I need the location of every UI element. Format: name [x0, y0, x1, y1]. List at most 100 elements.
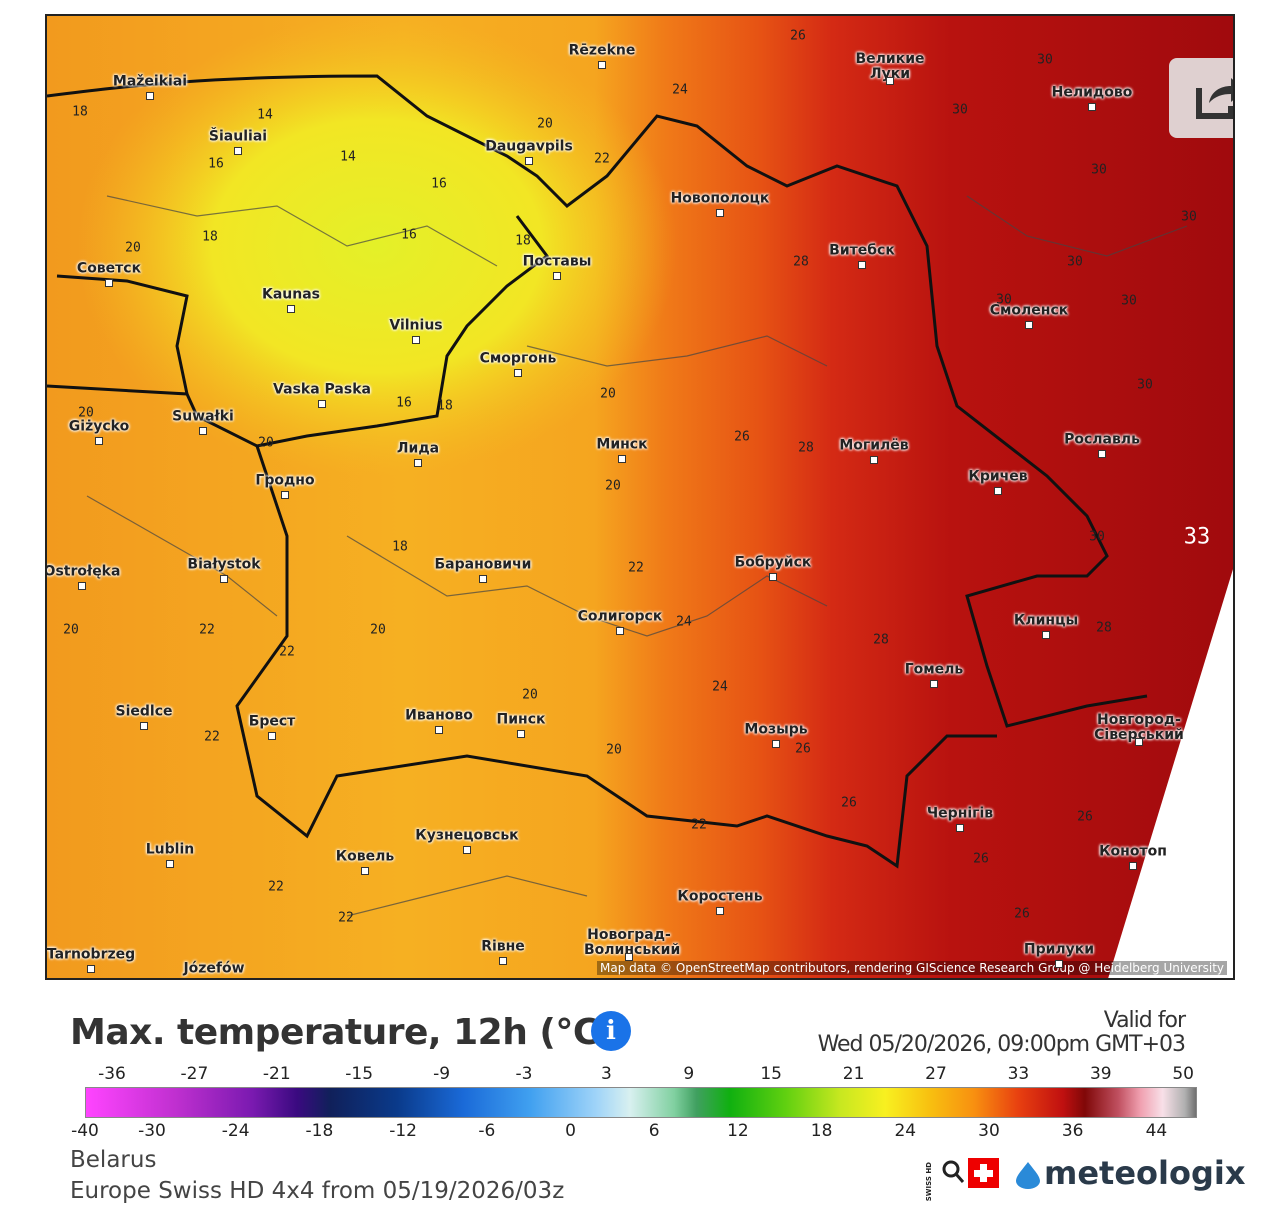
city-label: Vilnius — [389, 317, 443, 334]
info-button[interactable]: i — [591, 1011, 631, 1051]
city-marker — [281, 491, 289, 499]
brand: meteologix — [1044, 1154, 1246, 1192]
isotherm-label: 20 — [258, 435, 274, 451]
city-label: Новоград-Волинський — [584, 927, 681, 958]
city-marker — [95, 437, 103, 445]
isotherm-label: 18 — [72, 104, 88, 120]
scale-label-bottom: 44 — [1145, 1121, 1168, 1141]
isotherm-label: 20 — [370, 622, 386, 638]
model: Europe Swiss HD 4x4 from 05/19/2026/03z — [70, 1178, 565, 1204]
isotherm-label: 22 — [268, 879, 284, 895]
isotherm-label: 30 — [1137, 377, 1153, 393]
city-marker — [598, 61, 606, 69]
scale-label-bottom: 24 — [894, 1121, 917, 1141]
city-marker — [1129, 862, 1137, 870]
isotherm-label: 18 — [392, 539, 408, 555]
isotherm-label: 30 — [1089, 529, 1105, 545]
city-marker — [553, 272, 561, 280]
scale-label-top: 50 — [1172, 1064, 1195, 1084]
isotherm-label: 22 — [199, 622, 215, 638]
city-marker — [956, 824, 964, 832]
city-marker — [1042, 631, 1050, 639]
city-marker — [435, 726, 443, 734]
isotherm-label: 20 — [522, 687, 538, 703]
city-label: Кузнецовськ — [415, 827, 519, 844]
city-label: Поставы — [522, 253, 592, 270]
city-label: Бобруйск — [734, 554, 812, 571]
scale-label-top: -9 — [433, 1064, 451, 1084]
city-marker — [1088, 103, 1096, 111]
city-marker — [499, 957, 507, 965]
city-label: Siedlce — [115, 703, 173, 720]
valid-time: Wed 05/20/2026, 09:00pm GMT+03 — [817, 1032, 1186, 1057]
scale-label-top: 3 — [600, 1064, 612, 1084]
city-marker — [210, 979, 218, 980]
city-label: Смоленск — [989, 302, 1069, 319]
city-label: Витебск — [829, 242, 895, 259]
city-marker — [105, 279, 113, 287]
city-marker — [716, 209, 724, 217]
city-label: Rēzekne — [568, 42, 636, 59]
isotherm-label: 26 — [734, 429, 750, 445]
isotherm-label: 20 — [63, 622, 79, 638]
scale-label-bottom: 18 — [810, 1121, 833, 1141]
isotherm-label: 33 — [1183, 524, 1211, 550]
city-label: Кричев — [968, 468, 1028, 485]
share-icon — [1196, 78, 1233, 119]
isotherm-label: 22 — [279, 644, 295, 660]
city-label: Советск — [76, 260, 142, 277]
city-label: Солигорск — [577, 608, 663, 625]
scale-label-bottom: 30 — [978, 1121, 1000, 1141]
map[interactable]: Map data © OpenStreetMap contributors, r… — [45, 14, 1235, 980]
isotherm-label: 22 — [204, 729, 220, 745]
city-label: Lublin — [145, 841, 195, 858]
isotherm-label: 14 — [257, 107, 273, 123]
city-marker — [772, 740, 780, 748]
city-label: Пинск — [496, 711, 546, 728]
city-marker — [87, 965, 95, 973]
isotherm-label: 22 — [691, 817, 707, 833]
scale-label-bottom: -12 — [389, 1121, 417, 1141]
city-marker — [463, 846, 471, 854]
city-label: Suwałki — [172, 408, 234, 425]
city-label: Daugavpils — [485, 138, 573, 155]
isotherm-label: 26 — [1014, 906, 1030, 922]
region: Belarus — [70, 1147, 157, 1173]
isotherm-label: 24 — [676, 614, 692, 630]
city-label: Сморгонь — [479, 350, 557, 367]
isotherm-label: 18 — [437, 398, 453, 414]
scale-label-bottom: -30 — [138, 1121, 166, 1141]
map-layer — [47, 16, 1233, 978]
isotherm-label: 28 — [793, 254, 809, 270]
isotherm-label: 20 — [537, 116, 553, 132]
share-button[interactable] — [1169, 58, 1233, 138]
isotherm-label: 22 — [594, 151, 610, 167]
isotherm-label: 24 — [712, 679, 728, 695]
isotherm-label: 28 — [1096, 620, 1112, 636]
city-marker — [870, 456, 878, 464]
city-marker — [78, 582, 86, 590]
isotherm-label: 30 — [952, 102, 968, 118]
isotherm-label: 16 — [431, 176, 447, 192]
isotherm-label: 18 — [515, 233, 531, 249]
city-label: Ковель — [335, 848, 395, 865]
city-label: Нелидово — [1051, 84, 1133, 101]
isotherm-label: 20 — [78, 405, 94, 421]
scale-label-bottom: 36 — [1061, 1121, 1084, 1141]
city-label: Иваново — [405, 707, 473, 724]
city-marker — [166, 860, 174, 868]
city-marker — [618, 455, 626, 463]
scale-label-bottom: -24 — [221, 1121, 250, 1141]
city-label: Новгород-Сіверський — [1094, 712, 1184, 743]
city-label: Минск — [596, 436, 648, 453]
isotherm-label: 16 — [208, 156, 224, 172]
city-label: Mažeikiai — [112, 73, 188, 90]
scale-label-top: -21 — [262, 1064, 291, 1084]
isotherm-label: 22 — [338, 910, 354, 926]
city-marker — [479, 575, 487, 583]
city-label: Rівне — [481, 938, 525, 955]
city-marker — [1025, 321, 1033, 329]
scale-label-bottom: -40 — [71, 1121, 99, 1141]
logo-icons — [942, 1158, 999, 1188]
city-label: Брест — [248, 713, 296, 730]
